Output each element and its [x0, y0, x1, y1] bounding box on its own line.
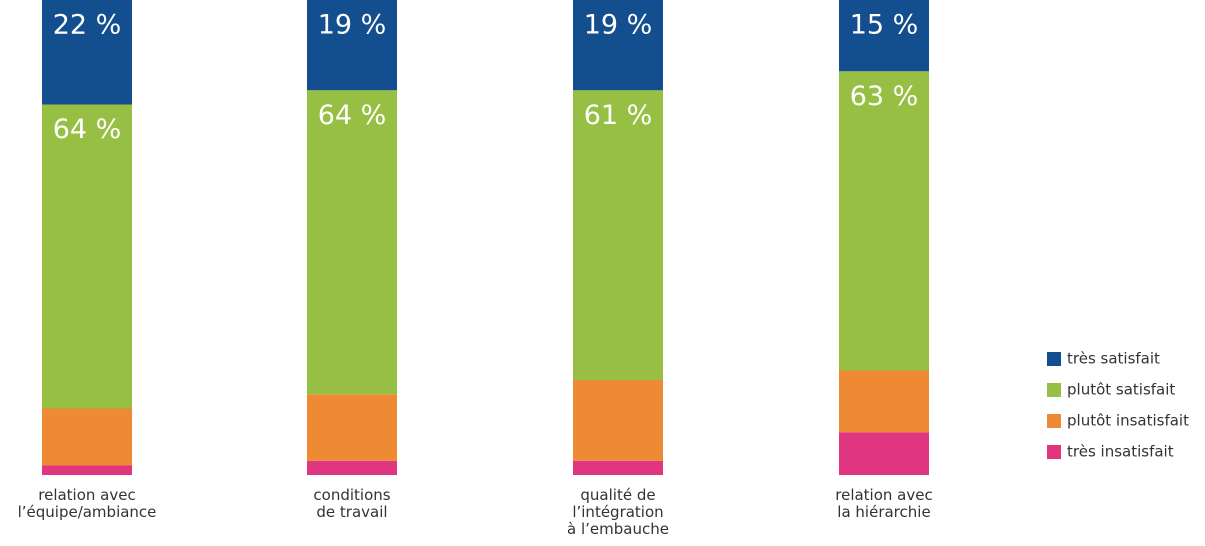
- category-label: qualité de l’intégration à l’embauche: [567, 486, 669, 538]
- category-label: conditions de travail: [313, 486, 391, 521]
- value-label: 63 %: [850, 81, 919, 112]
- value-label: 15 %: [850, 10, 919, 41]
- bar-segment: [573, 90, 663, 380]
- legend-swatch: [1047, 383, 1061, 397]
- bar-segment: [307, 394, 397, 461]
- bar-segment: [573, 380, 663, 461]
- legend-swatch: [1047, 352, 1061, 366]
- bar-segment: [573, 0, 663, 91]
- bar-segment: [307, 460, 397, 475]
- value-label: 19 %: [318, 10, 387, 41]
- bar-segment: [42, 0, 132, 105]
- bar-segment: [839, 432, 929, 475]
- bar-segment: [839, 370, 929, 433]
- value-label: 64 %: [318, 100, 387, 131]
- bar-segment: [307, 90, 397, 395]
- bar-segment: [307, 0, 397, 91]
- value-label: 64 %: [53, 114, 122, 145]
- category-label: relation avec l’équipe/ambiance: [17, 486, 157, 521]
- legend-label: très satisfait: [1067, 350, 1160, 368]
- bar-segment: [42, 104, 132, 409]
- value-label: 61 %: [584, 100, 653, 131]
- legend-label: plutôt insatisfait: [1067, 412, 1189, 430]
- category-label: relation avec la hiérarchie: [835, 486, 933, 521]
- legend-label: plutôt satisfait: [1067, 381, 1175, 399]
- bar-segment: [42, 465, 132, 475]
- bar-segment: [42, 408, 132, 466]
- bar-segment: [839, 0, 929, 72]
- legend-swatch: [1047, 414, 1061, 428]
- bar-segment: [573, 460, 663, 475]
- value-label: 19 %: [584, 10, 653, 41]
- legend-swatch: [1047, 445, 1061, 459]
- value-label: 22 %: [53, 10, 122, 41]
- legend-label: très insatisfait: [1067, 443, 1174, 461]
- bar-segment: [839, 71, 929, 371]
